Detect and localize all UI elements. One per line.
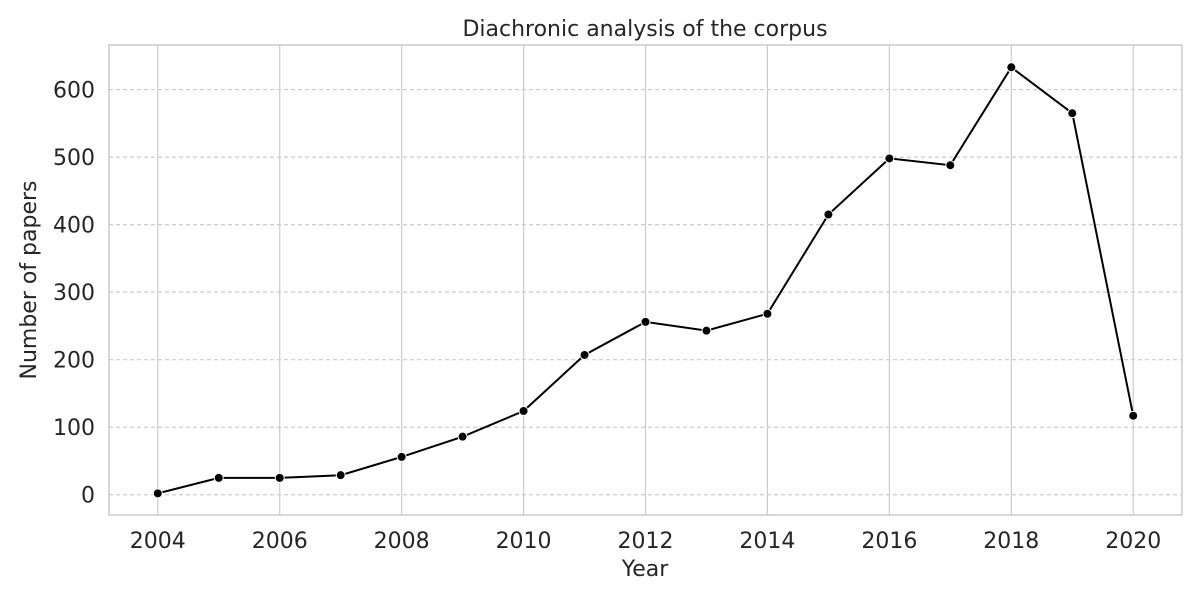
data-point: [945, 160, 956, 171]
y-tick-label: 600: [53, 79, 95, 104]
data-point: [213, 472, 224, 483]
x-tick-label: 2010: [496, 529, 552, 554]
y-tick-label: 100: [53, 416, 95, 441]
data-point: [1067, 108, 1078, 119]
x-tick-label: 2004: [130, 529, 186, 554]
x-tick-label: 2020: [1105, 529, 1161, 554]
y-tick-label: 200: [53, 349, 95, 374]
data-point: [823, 209, 834, 220]
x-tick-label: 2006: [252, 529, 308, 554]
data-point: [396, 451, 407, 462]
data-point: [1128, 410, 1139, 421]
data-point: [884, 153, 895, 164]
y-tick-label: 0: [81, 484, 95, 509]
y-axis-label: Number of papers: [17, 180, 42, 379]
y-tick-label: 400: [53, 214, 95, 239]
plot-frame: [108, 44, 1183, 516]
data-point: [518, 406, 529, 417]
x-tick-label: 2014: [739, 529, 795, 554]
data-point: [1006, 62, 1017, 73]
y-axis-ticks: 0 100 200 300 400 500 600: [53, 79, 95, 509]
x-tick-label: 2008: [374, 529, 430, 554]
series-group: [152, 62, 1139, 499]
data-point: [274, 472, 285, 483]
data-point: [701, 325, 712, 336]
x-axis-ticks: 2004 2006 2008 2010 2012 2014 2016 2018 2020: [130, 529, 1161, 554]
data-point: [335, 470, 346, 481]
data-point: [152, 488, 163, 499]
x-tick-label: 2018: [983, 529, 1039, 554]
chart-title: Diachronic analysis of the corpus: [462, 17, 827, 42]
y-tick-label: 500: [53, 146, 95, 171]
y-tick-label: 300: [53, 281, 95, 306]
data-point: [640, 316, 651, 327]
x-tick-label: 2016: [861, 529, 917, 554]
x-tick-label: 2012: [618, 529, 674, 554]
data-point: [762, 308, 773, 319]
data-point: [457, 431, 468, 442]
x-axis-label: Year: [621, 557, 670, 582]
grid: [109, 45, 1182, 515]
data-point: [579, 349, 590, 360]
